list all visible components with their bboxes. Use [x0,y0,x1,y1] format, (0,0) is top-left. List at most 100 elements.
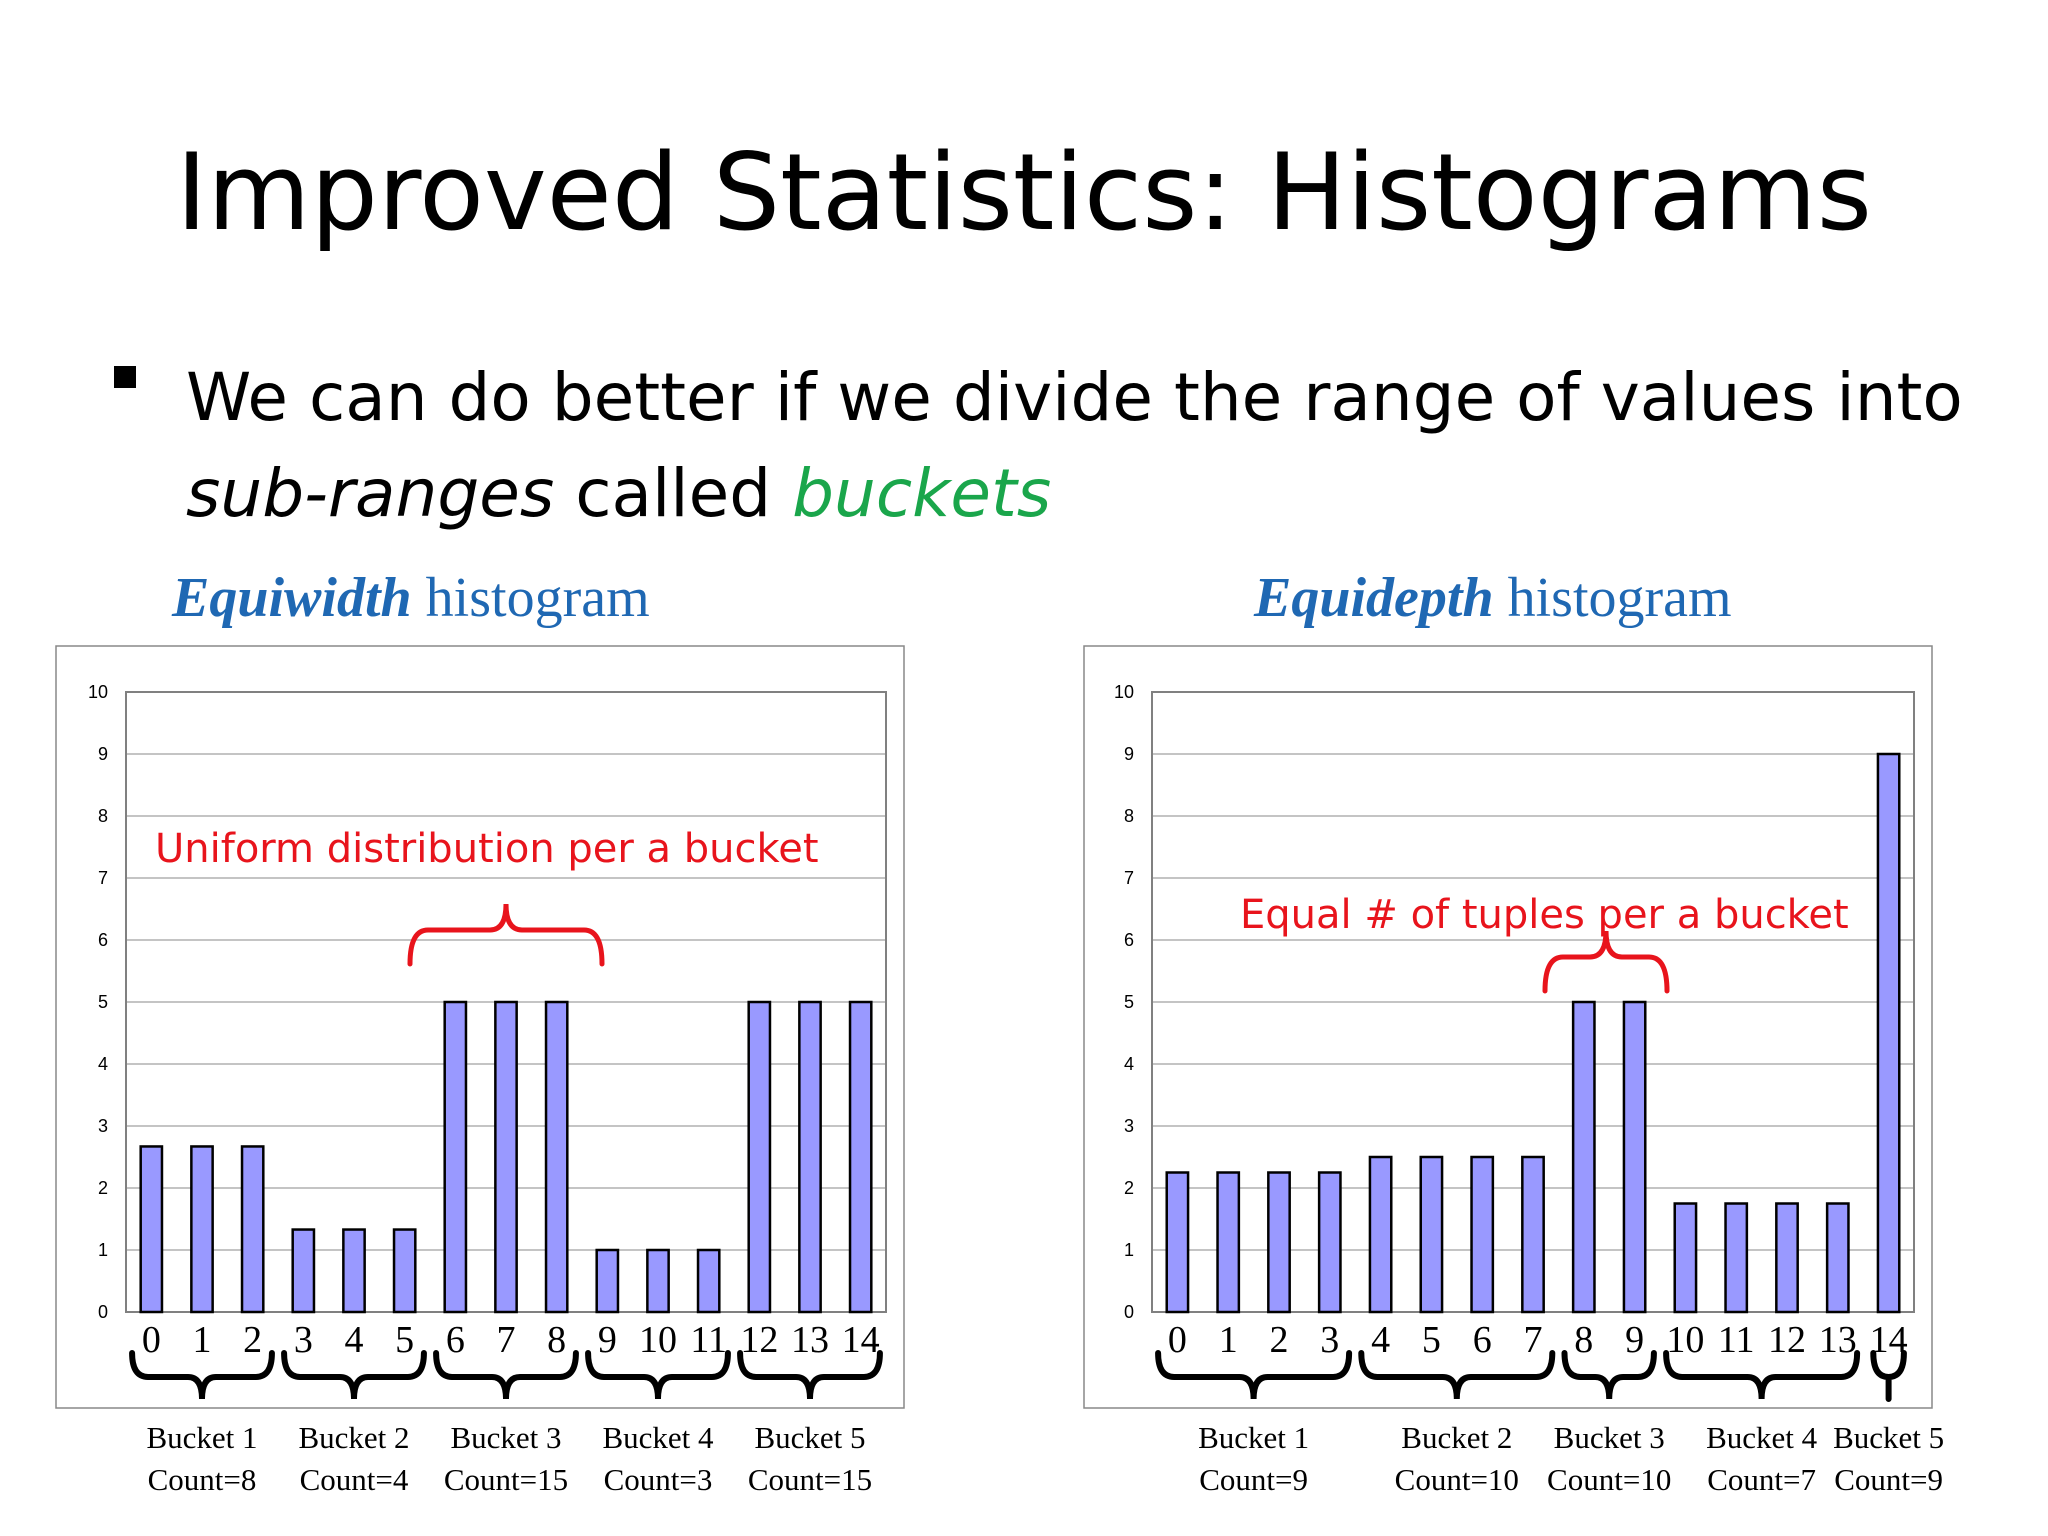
equiwidth-bar [139,1145,164,1314]
equidepth-ytick-label: 2 [1124,1178,1134,1198]
equidepth-bucket-brace [1663,1350,1861,1400]
equiwidth-bucket-count: Count=4 [300,1462,409,1497]
equiwidth-bucket-brace [281,1350,427,1400]
equiwidth-category-label: 3 [294,1319,313,1361]
equiwidth-ytick-label: 1 [98,1240,108,1260]
equidepth-category-label: 10 [1666,1319,1704,1361]
equiwidth-bar [747,1000,772,1314]
equiwidth-category-label: 7 [497,1319,516,1361]
equidepth-bucket-brace [1561,1350,1657,1400]
equidepth-annotation-brace [1542,930,1670,994]
equiwidth-category-label: 2 [243,1319,262,1361]
equiwidth-bar [443,1000,468,1314]
equidepth-annotation: Equal # of tuples per a bucket [1240,892,1849,938]
equiwidth-bucket-count: Count=15 [444,1462,568,1497]
equiwidth-ytick-label: 8 [98,806,108,826]
equiwidth-category-label: 0 [142,1319,161,1361]
equidepth-ytick-label: 8 [1124,806,1134,826]
equiwidth-ytick-label: 0 [98,1302,108,1322]
equiwidth-category-label: 14 [842,1319,880,1361]
equidepth-bar [1368,1155,1393,1314]
equiwidth-bar [595,1248,620,1314]
equidepth-chart-title: Equidepth histogram [1254,566,1732,630]
equidepth-category-label: 0 [1168,1319,1187,1361]
equiwidth-bucket-count: Count=3 [604,1462,713,1497]
equiwidth-category-label: 1 [193,1319,212,1361]
equidepth-bucket-brace [1155,1350,1353,1400]
equidepth-title-bold: Equidepth [1254,567,1494,629]
equidepth-ytick-label: 10 [1114,682,1134,702]
equidepth-category-label: 1 [1219,1319,1238,1361]
equiwidth-bar [342,1228,366,1314]
equidepth-category-label: 5 [1422,1319,1441,1361]
bullet-text: We can do better if we divide the range … [186,350,1986,542]
equidepth-bucket-name: Bucket 4 [1706,1420,1818,1455]
equidepth-bucket-count: Count=10 [1547,1462,1671,1497]
equiwidth-bucket-name: Bucket 5 [754,1420,865,1455]
bullet-square-icon [114,366,136,388]
equidepth-bar [1876,752,1901,1314]
equidepth-category-label: 11 [1718,1319,1755,1361]
equidepth-bar [1216,1171,1241,1314]
bullet-buckets: buckets [792,455,1052,532]
equidepth-bucket-name: Bucket 1 [1198,1420,1309,1455]
equiwidth-bucket-brace [129,1350,275,1400]
equidepth-category-label: 6 [1473,1319,1492,1361]
equidepth-bucket-count: Count=7 [1707,1462,1816,1497]
equiwidth-category-label: 6 [446,1319,465,1361]
equiwidth-bucket-brace [737,1350,883,1400]
equidepth-category-label: 2 [1270,1319,1289,1361]
equiwidth-ytick-label: 4 [98,1054,108,1074]
equiwidth-ytick-label: 9 [98,744,108,764]
bullet-part1: We can do better if we divide the range … [186,359,1963,436]
equidepth-category-label: 13 [1819,1319,1857,1361]
equidepth-bar [1419,1155,1444,1314]
equiwidth-bar [240,1145,265,1314]
equiwidth-bar [190,1145,214,1314]
equiwidth-bar [392,1228,417,1314]
equiwidth-category-label: 13 [791,1319,829,1361]
equiwidth-chart-title: Equiwidth histogram [172,566,650,630]
equidepth-bar [1571,1000,1596,1314]
equiwidth-bucket-brace [433,1350,579,1400]
equidepth-bar [1165,1171,1190,1314]
equidepth-bucket-name: Bucket 3 [1554,1420,1665,1455]
equiwidth-ytick-label: 7 [98,868,108,888]
equidepth-bar [1825,1202,1850,1314]
equidepth-bar [1521,1155,1545,1314]
equidepth-category-label: 7 [1524,1319,1543,1361]
equiwidth-category-label: 5 [395,1319,414,1361]
equiwidth-bucket-name: Bucket 4 [602,1420,714,1455]
equiwidth-category-label: 10 [639,1319,677,1361]
equidepth-ytick-label: 7 [1124,868,1134,888]
equidepth-ytick-label: 6 [1124,930,1134,950]
equidepth-bucket-name: Bucket 2 [1401,1420,1512,1455]
equidepth-bar [1673,1202,1698,1314]
equiwidth-annotation: Uniform distribution per a bucket [155,826,819,872]
equidepth-category-label: 8 [1574,1319,1593,1361]
equiwidth-title-rest: histogram [411,567,650,629]
equidepth-category-label: 12 [1768,1319,1806,1361]
equiwidth-bucket-name: Bucket 2 [298,1420,409,1455]
equidepth-bar [1267,1171,1291,1314]
equidepth-ytick-label: 3 [1124,1116,1134,1136]
equiwidth-ytick-label: 2 [98,1178,108,1198]
equidepth-category-label: 9 [1625,1319,1644,1361]
equidepth-ytick-label: 0 [1124,1302,1134,1322]
equiwidth-category-label: 8 [547,1319,566,1361]
equidepth-category-label: 4 [1371,1319,1390,1361]
equiwidth-bucket-name: Bucket 3 [450,1420,561,1455]
equidepth-frame [1083,645,1933,1409]
equidepth-ytick-label: 1 [1124,1240,1134,1260]
equiwidth-title-bold: Equiwidth [172,567,412,629]
bullet-sub-ranges: sub-ranges [186,455,555,532]
equiwidth-category-label: 12 [740,1319,778,1361]
equiwidth-bar [798,1000,822,1314]
equiwidth-category-label: 9 [598,1319,617,1361]
bullet-called: called [554,455,793,532]
equiwidth-bucket-count: Count=8 [148,1462,257,1497]
equidepth-bucket-brace [1358,1350,1556,1400]
